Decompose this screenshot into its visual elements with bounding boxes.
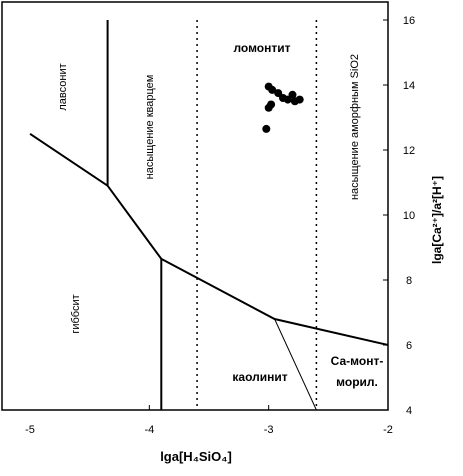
- y-tick-label: 8: [406, 275, 412, 287]
- saturation-lines: [196, 20, 318, 410]
- y-tick-label: 4: [406, 405, 412, 417]
- y-tick-label: 14: [403, 80, 415, 92]
- y-ticks: 4 6 8 10 12 14 16: [383, 15, 415, 417]
- data-point: [288, 90, 297, 99]
- field-label-lawsonite: лавсонит: [57, 63, 69, 110]
- y-axis-title: lga[Ca²⁺]/a²[H⁺]: [430, 176, 444, 264]
- field-label-quartz-saturation: насыщение кварцем: [144, 75, 156, 180]
- x-tick-label: -5: [25, 424, 35, 436]
- field-label-kaolinite: каолинит: [232, 370, 287, 384]
- x-tick-label: -2: [383, 424, 393, 436]
- data-point: [268, 85, 277, 94]
- x-axis-title: lga[H₄SiO₄]: [160, 449, 232, 464]
- plot-frame: [1, 1, 389, 411]
- phase-boundaries: [29, 20, 389, 411]
- field-label-amorphous-saturation: насыщение аморфным SiO2: [349, 54, 361, 200]
- field-label-gibbsite: гиббсит: [70, 294, 82, 333]
- boundary-kaolinite-Ca-montmorillonite: [274, 318, 317, 411]
- x-tick-label: -4: [144, 424, 154, 436]
- data-point: [262, 124, 271, 133]
- data-point: [274, 89, 283, 98]
- data-point: [267, 100, 276, 109]
- x-tick-label: -3: [264, 424, 274, 436]
- field-label-ca-montmorillonite-1: Са-монт-: [331, 354, 384, 368]
- y-tick-label: 10: [403, 210, 415, 222]
- x-ticks: -5 -4 -3 -2: [25, 405, 393, 436]
- field-label-laumontite: ломонтит: [233, 41, 290, 55]
- y-tick-label: 16: [403, 15, 415, 27]
- field-label-ca-montmorillonite-2: морил.: [336, 375, 378, 389]
- data-points: [262, 82, 304, 133]
- boundary-lawsonite-gibbsite: [29, 132, 389, 346]
- y-tick-label: 6: [406, 340, 412, 352]
- y-tick-label: 12: [403, 145, 415, 157]
- data-point: [295, 95, 304, 104]
